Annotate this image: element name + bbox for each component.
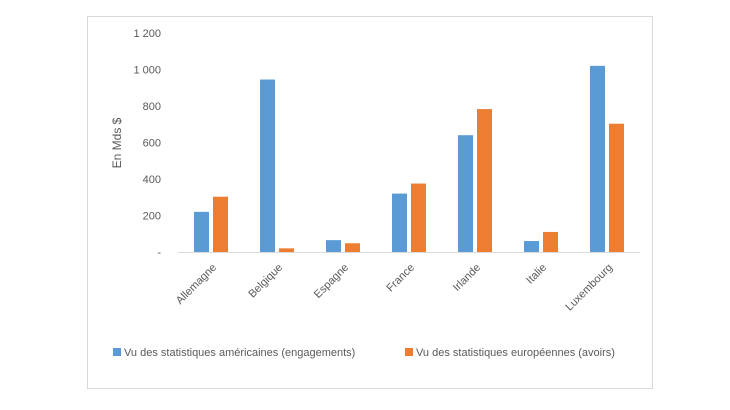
bar-us-espagne — [326, 240, 341, 252]
bar-us-luxembourg — [590, 65, 605, 252]
x-tick-label: Irlande — [451, 262, 483, 294]
bar-us-france — [392, 193, 407, 252]
bar-eu-allemagne — [213, 196, 228, 252]
bar-us-belgique — [260, 79, 275, 252]
legend-swatch — [113, 348, 121, 356]
bar-us-allemagne — [194, 211, 209, 252]
y-tick-label: - — [157, 247, 161, 259]
x-tick-label: Allemagne — [174, 262, 219, 307]
bar-eu-irlande — [477, 109, 492, 252]
legend-swatch — [405, 348, 413, 356]
x-tick-label: Espagne — [312, 262, 351, 301]
y-tick-label: 400 — [143, 174, 161, 186]
bar-eu-france — [411, 183, 426, 252]
bar-eu-italie — [543, 231, 558, 252]
chart-area — [87, 16, 653, 389]
y-tick-label: 1 000 — [133, 65, 161, 77]
x-tick-label: Belgique — [246, 262, 285, 301]
bar-us-italie — [524, 241, 539, 252]
y-axis-label: En Mds $ — [110, 117, 124, 168]
bar-eu-belgique — [279, 248, 294, 252]
y-tick-label: 1 200 — [133, 28, 161, 40]
y-tick-label: 800 — [143, 101, 161, 113]
y-tick-label: 200 — [143, 211, 161, 223]
bar-us-irlande — [458, 135, 473, 252]
bar-eu-espagne — [345, 243, 360, 252]
bar-eu-luxembourg — [609, 123, 624, 252]
x-tick-label: Luxembourg — [563, 262, 615, 314]
x-tick-label: Italie — [524, 262, 549, 287]
y-tick-label: 600 — [143, 138, 161, 150]
legend-label: Vu des statistiques américaines (engagem… — [124, 347, 355, 359]
x-tick-label: France — [384, 262, 417, 295]
legend-label: Vu des statistiques européennes (avoirs) — [416, 347, 615, 359]
